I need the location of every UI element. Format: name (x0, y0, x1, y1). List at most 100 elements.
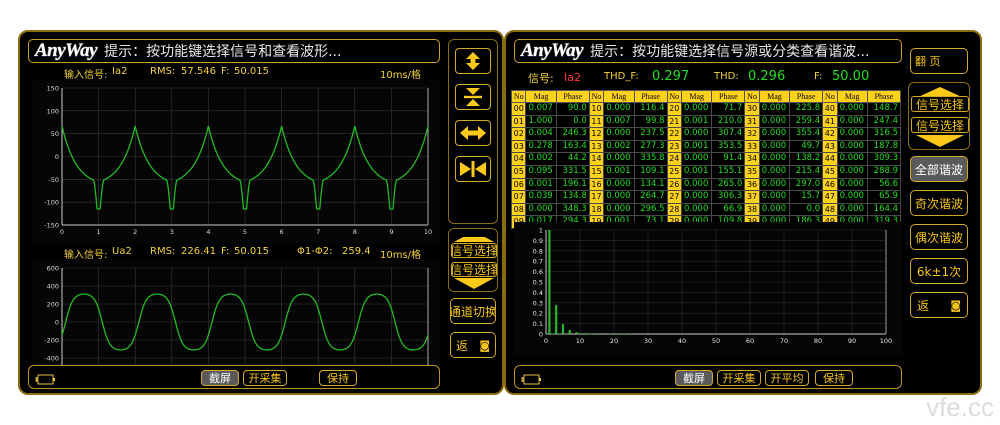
harm-phase: 297.0 (789, 177, 824, 192)
left-btn-hold[interactable]: 保持 (319, 370, 357, 386)
harm-mag: 0.004 (525, 127, 557, 141)
expand-vertical-icon-button[interactable] (455, 48, 491, 74)
svg-text:0.7: 0.7 (533, 258, 543, 266)
harm-mag: 0.000 (758, 114, 791, 129)
svg-text:6: 6 (280, 228, 284, 236)
harm-index: 30 (744, 102, 760, 116)
harm-mag: 0.001 (681, 139, 713, 154)
collapse-horizontal-icon-button[interactable] (455, 156, 491, 182)
meta-thdf-value: 0.297 (652, 69, 690, 84)
harm-index: 35 (744, 164, 760, 179)
expand-horizontal-icon-button[interactable] (455, 120, 491, 146)
svg-text:20: 20 (610, 337, 618, 345)
right-btn-hold[interactable]: 保持 (815, 370, 853, 386)
chevron-down-icon-wrap[interactable] (454, 276, 494, 289)
harm-index: 37 (744, 190, 760, 204)
page-turn-button[interactable]: 翻 页 (910, 48, 968, 74)
collapse-vertical-icon-button[interactable] (455, 84, 491, 110)
meta-f-label: F: (814, 71, 823, 82)
harm-phase: 44.2 (555, 152, 590, 166)
harm-mag: 0.000 (603, 152, 635, 166)
right-back-button[interactable]: 返 ◙ (910, 292, 968, 318)
harm-phase: 196.1 (555, 177, 590, 192)
back-square-icon: ◙ (479, 338, 490, 352)
expand-vertical-icon (466, 52, 480, 70)
harm-phase: 116.4 (633, 102, 668, 116)
harm-mag: 0.002 (525, 152, 557, 166)
all-harmonics-button[interactable]: 全部谐波 (910, 156, 968, 182)
harm-mag: 0.002 (603, 139, 635, 154)
harm-phase: 65.9 (866, 190, 902, 204)
harm-mag: 0.000 (836, 152, 868, 166)
left-back-button[interactable]: 返 ◙ (450, 332, 496, 358)
harm-phase: 215.4 (789, 164, 824, 179)
svg-text:10: 10 (424, 228, 432, 236)
harm-phase: 309.3 (866, 152, 902, 166)
left-btn-acquire[interactable]: 开采集 (243, 370, 287, 386)
even-harmonics-button[interactable]: 偶次谐波 (910, 224, 968, 250)
svg-text:7: 7 (316, 228, 320, 236)
wave2-infoline: 输入信号: Ua2 RMS: 226.41 F: 50.015 Φ1-Φ2: 2… (34, 246, 438, 261)
harm-col-11: Phase (789, 90, 824, 103)
signal-select-up-label[interactable]: 信号选择 (451, 243, 497, 258)
odd-harmonics-button[interactable]: 奇次谐波 (910, 190, 968, 216)
svg-text:0: 0 (55, 319, 59, 327)
harm-mag: 0.039 (525, 190, 557, 204)
harm-mag: 0.000 (758, 177, 791, 192)
anyway-logo-right: AnyWay (521, 40, 584, 61)
svg-text:9: 9 (389, 228, 393, 236)
wave2-phase-value: 259.4 (342, 246, 371, 257)
harm-phase: 296.5 (633, 202, 668, 217)
page-turn-label: 翻 页 (915, 55, 941, 68)
harm-mag: 0.001 (603, 164, 635, 179)
right-chevron-down-icon-wrap[interactable] (916, 134, 964, 147)
channel-switch-button[interactable]: 通道切换 (450, 298, 496, 324)
harm-mag: 0.000 (681, 202, 713, 217)
signal-select-down-label[interactable]: 信号选择 (451, 262, 497, 277)
harm-mag: 0.000 (681, 127, 713, 141)
right-signal-select-up[interactable]: 信号选择 (911, 96, 969, 112)
right-signal-select-down[interactable]: 信号选择 (911, 117, 969, 133)
harm-phase: 0.0 (789, 202, 824, 217)
zoom-button-group (448, 39, 498, 224)
harm-index: 01 (510, 114, 527, 129)
svg-text:10: 10 (576, 337, 584, 345)
wave2-f-label: F: (221, 246, 230, 257)
harm-index: 48 (822, 202, 838, 217)
harm-index: 17 (588, 190, 605, 204)
harm-phase: 90.0 (555, 102, 590, 116)
harm-index: 02 (510, 127, 527, 141)
left-status-bar: 截屏 开采集 保持 (28, 365, 440, 389)
harm-index: 08 (510, 202, 527, 217)
right-chevron-up-icon-wrap[interactable] (916, 86, 964, 98)
svg-text:0.3: 0.3 (533, 299, 543, 307)
harm-index: 40 (822, 102, 838, 116)
right-btn-average[interactable]: 开平均 (765, 370, 809, 386)
table-row: 03 0.278 163.4 13 0.002 277.3 23 0.001 353.5 33 0.… (510, 139, 902, 154)
harm-index: 33 (744, 139, 760, 154)
wave1-f-value: 50.015 (234, 66, 269, 77)
left-btn-screenshot[interactable]: 截屏 (201, 370, 239, 386)
harm-mag: 0.000 (836, 177, 868, 192)
harm-col-9: No (744, 90, 760, 103)
right-btn-acquire[interactable]: 开采集 (717, 370, 761, 386)
svg-text:0.8: 0.8 (533, 247, 543, 255)
harm-phase: 265.0 (711, 177, 746, 192)
harm-mag: 0.000 (603, 202, 635, 217)
harm-mag: 0.278 (525, 139, 557, 154)
harm-index: 11 (588, 114, 605, 129)
harm-mag: 0.000 (681, 177, 713, 192)
meta-thd-label: THD: (714, 71, 739, 82)
harm-index: 25 (666, 164, 683, 179)
harm-mag: 0.000 (836, 164, 868, 179)
harm-phase: 138.2 (789, 152, 824, 166)
svg-text:0.5: 0.5 (533, 279, 543, 287)
harm-phase: 56.6 (866, 177, 902, 192)
svg-text:-100: -100 (44, 199, 59, 207)
harm-mag: 0.000 (836, 190, 868, 204)
sixk-harmonics-button[interactable]: 6k±1次 (910, 258, 968, 284)
harm-mag: 0.000 (525, 202, 557, 217)
harm-index: 24 (666, 152, 683, 166)
right-btn-screenshot[interactable]: 截屏 (675, 370, 713, 386)
harm-mag: 0.000 (758, 102, 791, 116)
